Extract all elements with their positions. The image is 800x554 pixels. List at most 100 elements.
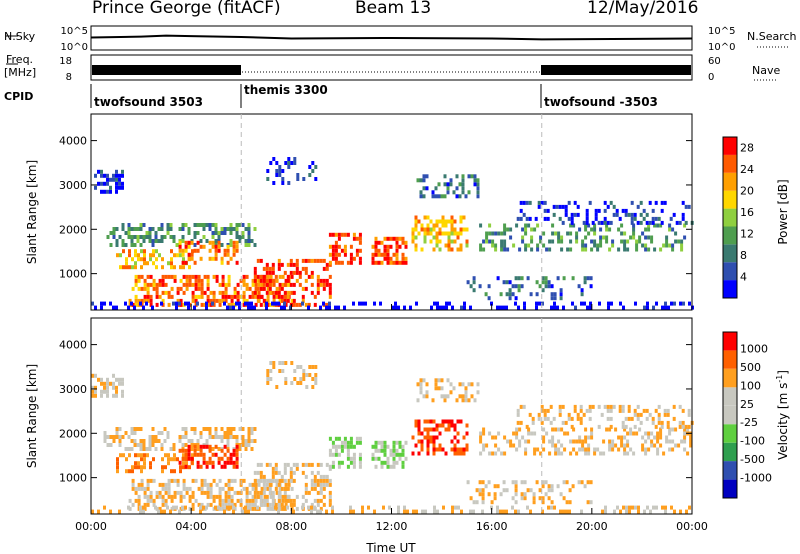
power-echo-cell xyxy=(643,305,646,310)
velocity-echo-cell xyxy=(131,502,135,507)
power-echo-cell xyxy=(292,290,296,295)
velocity-echo-cell xyxy=(139,447,143,451)
power-echo-cell xyxy=(340,260,344,265)
velocity-echo-cell xyxy=(512,443,516,448)
velocity-echo-cell xyxy=(562,496,566,501)
power-echo-cell xyxy=(196,223,200,227)
power-echo-cell xyxy=(115,227,119,231)
velocity-ytick-label: 1000 xyxy=(59,472,87,485)
power-echo-cell xyxy=(197,278,201,283)
velocity-echo-cell xyxy=(450,439,454,444)
power-colorbar-swatch xyxy=(723,280,737,298)
velocity-echo-cell xyxy=(205,427,209,431)
power-echo-cell xyxy=(149,274,153,279)
power-echo-cell xyxy=(137,278,141,283)
power-echo-cell xyxy=(645,212,649,217)
power-echo-cell xyxy=(200,302,204,307)
velocity-echo-cell xyxy=(572,439,576,444)
power-echo-cell xyxy=(449,178,453,183)
velocity-echo-cell xyxy=(155,506,159,511)
power-echo-cell xyxy=(182,290,186,295)
power-echo-cell xyxy=(277,266,281,271)
velocity-echo-cell xyxy=(236,490,240,495)
velocity-echo-cell xyxy=(550,505,553,510)
velocity-echo-cell xyxy=(644,431,648,436)
velocity-echo-cell xyxy=(277,482,281,487)
power-echo-cell xyxy=(121,239,125,243)
power-echo-cell xyxy=(500,239,504,244)
velocity-echo-cell xyxy=(254,498,258,503)
power-echo-cell xyxy=(115,185,118,190)
power-echo-cell xyxy=(269,161,273,165)
power-echo-cell xyxy=(547,280,551,285)
velocity-echo-cell xyxy=(182,478,186,483)
power-echo-cell xyxy=(444,219,448,224)
velocity-echo-cell xyxy=(227,478,231,483)
power-echo-cell xyxy=(484,292,488,297)
velocity-echo-cell xyxy=(397,509,400,514)
velocity-echo-cell xyxy=(220,435,224,439)
power-echo-cell xyxy=(229,256,233,261)
power-echo-cell xyxy=(259,286,263,291)
power-echo-cell xyxy=(247,301,250,306)
velocity-echo-cell xyxy=(316,478,320,483)
velocity-echo-cell xyxy=(256,470,260,475)
power-echo-cell xyxy=(503,227,507,232)
power-echo-cell xyxy=(130,239,134,243)
velocity-echo-cell xyxy=(569,451,573,456)
velocity-echo-cell xyxy=(263,486,267,491)
velocity-echo-cell xyxy=(420,447,424,452)
velocity-echo-cell xyxy=(161,502,165,507)
power-echo-cell xyxy=(203,290,207,295)
velocity-echo-cell xyxy=(290,361,294,365)
velocity-echo-cell xyxy=(316,470,320,475)
power-echo-cell xyxy=(593,243,597,248)
power-echo-cell xyxy=(206,278,210,283)
power-echo-cell xyxy=(343,244,347,249)
velocity-echo-cell xyxy=(609,404,613,409)
velocity-echo-cell xyxy=(388,505,391,510)
velocity-echo-cell xyxy=(549,404,553,409)
power-echo-cell xyxy=(411,231,415,236)
velocity-echo-cell xyxy=(169,447,173,451)
velocity-echo-cell xyxy=(440,394,444,399)
power-echo-cell xyxy=(681,216,685,221)
power-echo-cell xyxy=(182,274,186,279)
velocity-echo-cell xyxy=(426,447,430,452)
power-echo-cell xyxy=(521,235,525,240)
velocity-echo-cell xyxy=(340,448,344,453)
velocity-echo-cell xyxy=(127,435,131,439)
power-echo-cell xyxy=(235,248,239,253)
power-echo-cell xyxy=(227,302,231,307)
velocity-echo-cell xyxy=(274,486,278,491)
power-echo-cell xyxy=(286,278,290,283)
power-echo-cell xyxy=(109,243,113,247)
velocity-echo-cell xyxy=(184,443,188,447)
power-echo-cell xyxy=(158,294,162,299)
power-echo-cell xyxy=(178,248,182,253)
velocity-echo-cell xyxy=(103,435,107,439)
velocity-echo-cell xyxy=(205,505,208,510)
velocity-echo-cell xyxy=(182,494,186,499)
power-echo-cell xyxy=(304,278,308,283)
velocity-echo-cell xyxy=(659,443,663,448)
velocity-echo-cell xyxy=(223,431,227,435)
power-echo-cell xyxy=(205,223,209,227)
velocity-echo-cell xyxy=(251,498,255,503)
power-echo-cell xyxy=(411,239,415,244)
velocity-echo-cell xyxy=(97,377,100,382)
power-echo-cell xyxy=(461,182,465,187)
power-echo-cell xyxy=(557,235,561,240)
velocity-echo-cell xyxy=(386,456,390,461)
velocity-echo-cell xyxy=(412,509,415,514)
velocity-echo-cell xyxy=(265,498,269,503)
power-echo-cell xyxy=(229,223,233,227)
power-echo-cell xyxy=(674,239,678,244)
power-echo-cell xyxy=(200,286,204,291)
velocity-echo-cell xyxy=(377,440,381,445)
power-echo-cell xyxy=(594,208,598,213)
velocity-echo-cell xyxy=(491,451,495,456)
velocity-echo-cell xyxy=(139,443,143,447)
power-echo-cell xyxy=(383,256,387,261)
